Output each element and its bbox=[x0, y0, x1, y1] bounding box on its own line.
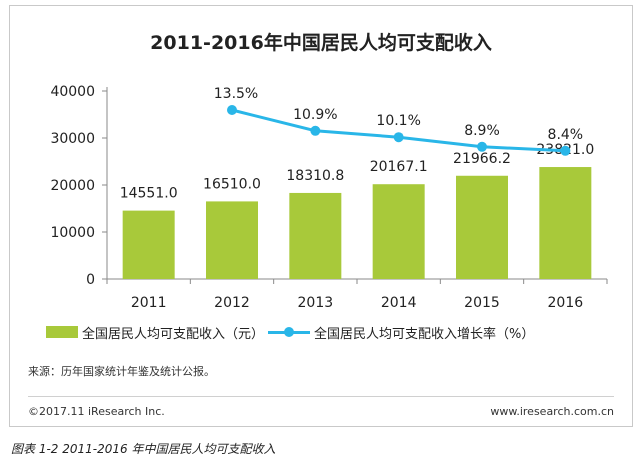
chart-card: 2011-2016年中国居民人均可支配收入 0 10000 20000 30000 40… bbox=[9, 5, 633, 427]
source-note: 来源：历年国家统计年鉴及统计公报。 bbox=[28, 365, 215, 378]
growth-point-2013 bbox=[310, 125, 321, 136]
legend-item-growth: 全国居民人均可支配收入增长率（%） bbox=[268, 323, 534, 342]
growth-value-label: 10.1% bbox=[376, 113, 420, 129]
growth-value-label: 13.5% bbox=[214, 86, 258, 102]
x-tick-label: 2011 bbox=[131, 295, 167, 311]
bar-value-label: 18310.8 bbox=[286, 168, 344, 184]
growth-value-label: 8.9% bbox=[464, 123, 500, 139]
bar-2013 bbox=[289, 192, 342, 279]
growth-value-label: 10.9% bbox=[293, 107, 337, 123]
x-tick-label: 2016 bbox=[548, 295, 584, 311]
chart-title: 2011-2016年中国居民人均可支配收入 bbox=[150, 32, 492, 54]
y-tick-label: 0 bbox=[86, 272, 95, 288]
figure-caption: 图表 1-2 2011-2016 年中国居民人均可支配收入 bbox=[11, 442, 276, 456]
bar-2011 bbox=[122, 210, 175, 279]
x-tick-label: 2015 bbox=[464, 295, 500, 311]
growth-point-2012 bbox=[227, 105, 237, 115]
growth-value-label: 8.4% bbox=[548, 127, 584, 143]
legend-bar-swatch bbox=[46, 326, 78, 338]
website-link[interactable]: www.iresearch.com.cn bbox=[490, 405, 614, 418]
footer-divider bbox=[28, 396, 614, 397]
growth-point-2014 bbox=[393, 132, 404, 143]
x-tick-label: 2012 bbox=[214, 295, 250, 311]
bar-value-label: 14551.0 bbox=[120, 186, 178, 202]
growth-point-2016 bbox=[560, 145, 571, 156]
y-tick-label: 30000 bbox=[50, 131, 95, 147]
bar-2012 bbox=[206, 201, 258, 279]
legend-label-growth: 全国居民人均可支配收入增长率（%） bbox=[314, 326, 535, 342]
bar-value-label: 16510.0 bbox=[203, 176, 261, 192]
bar-value-label: 20167.1 bbox=[370, 159, 428, 175]
legend-line-swatch bbox=[268, 326, 311, 338]
copyright-text: ©2017.11 iResearch Inc. bbox=[28, 405, 165, 418]
chart-legend: 全国居民人均可支配收入（元） 全国居民人均可支配收入增长率（%） bbox=[46, 322, 538, 342]
bar-2016 bbox=[539, 167, 592, 279]
bar-2014 bbox=[372, 184, 425, 279]
y-tick-label: 20000 bbox=[50, 178, 95, 194]
growth-point-2015 bbox=[477, 141, 487, 152]
x-tick-label: 2013 bbox=[298, 295, 334, 311]
y-tick-label: 10000 bbox=[50, 225, 95, 241]
legend-label-income: 全国居民人均可支配收入（元） bbox=[82, 326, 265, 342]
x-tick-label: 2014 bbox=[381, 295, 417, 311]
bar-value-label: 21966.2 bbox=[453, 151, 511, 167]
legend-item-income: 全国居民人均可支配收入（元） bbox=[46, 323, 264, 342]
y-tick-label: 40000 bbox=[50, 84, 95, 100]
chart-plot: 0 10000 20000 30000 40000 14551.0 2011 16510.0 2… bbox=[50, 84, 608, 311]
bar-2015 bbox=[456, 175, 508, 279]
